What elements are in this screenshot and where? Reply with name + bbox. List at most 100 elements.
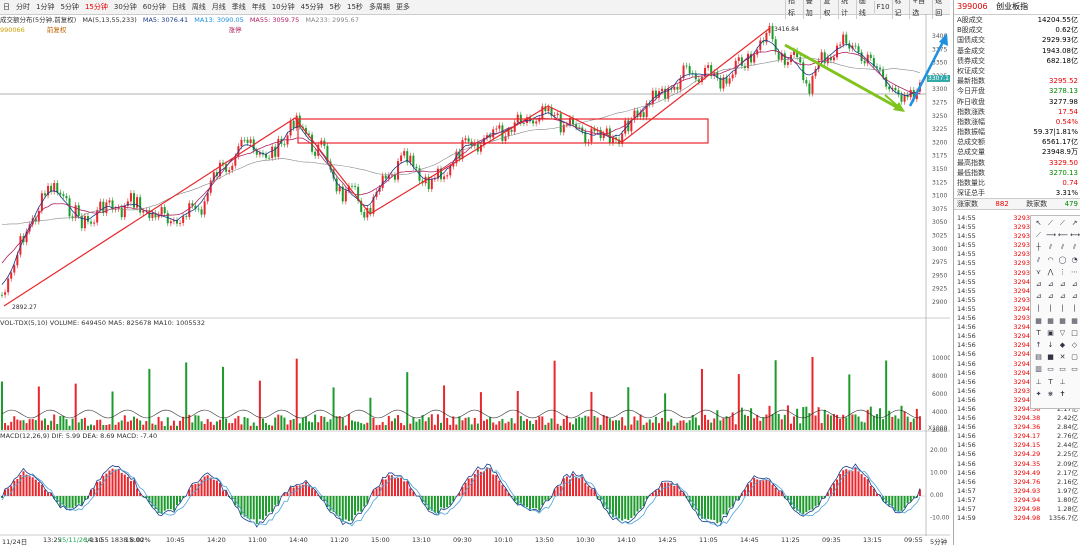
draw-tool-icon[interactable]: ⟶ [1046,231,1055,240]
draw-tool-icon[interactable]: ✕ [1058,353,1067,362]
price-candle [151,213,153,218]
macd-bar [664,483,666,496]
draw-tool-icon[interactable]: ⊿ [1034,280,1043,289]
draw-tool-icon[interactable]: ⋇ [1046,390,1055,399]
macd-bar [69,496,71,508]
draw-tool-icon[interactable]: ⟋ [1034,231,1043,240]
draw-tool-icon[interactable]: ◆ [1058,341,1067,350]
draw-tool-icon[interactable]: ◯ [1058,256,1067,265]
macd-bar [219,483,221,496]
draw-tool-icon[interactable]: ↖ [1034,219,1043,228]
draw-tool-icon[interactable]: ⊿ [1070,280,1079,289]
draw-tool-icon[interactable]: ◠ [1046,256,1055,265]
price-tick-label: 3050 [932,219,947,226]
draw-tool-icon[interactable]: ⋀ [1046,268,1055,277]
draw-tool-icon[interactable]: | [1046,304,1055,313]
draw-tool-icon[interactable]: ⟋ [1046,219,1055,228]
draw-tool-icon[interactable]: ◇ [1070,341,1079,350]
macd-bar [47,493,49,496]
volume-bar [102,425,104,430]
volume-bar [84,418,86,430]
volume-bar [667,422,669,430]
volume-bar [594,416,596,430]
draw-tool-icon[interactable]: ↓ [1046,341,1055,350]
chart-canvas[interactable]: 3400337533503325330032753250322532003175… [0,0,950,545]
draw-tool-icon[interactable]: T [1034,329,1043,338]
draw-tool-icon[interactable]: ⊿ [1058,280,1067,289]
draw-tool-icon[interactable]: ▦ [1034,317,1043,326]
volume-tick-label: 6000 [932,391,947,398]
draw-tool-icon[interactable]: ↑ [1034,341,1043,350]
draw-tool-icon[interactable]: ⊥ [1058,378,1067,387]
price-candle [566,125,568,126]
macd-bar [78,496,80,504]
draw-tool-icon[interactable]: ■ [1046,353,1055,362]
tick-p: 3294.49 [999,469,1041,478]
draw-tool-icon[interactable]: ▭ [1070,365,1079,374]
price-candle [130,193,132,201]
macd-bar [130,481,132,496]
draw-tool-icon[interactable]: ▭ [1058,365,1067,374]
status-text-0: 25/11/26/ [58,536,89,544]
draw-tool-icon[interactable]: | [1034,304,1043,313]
draw-tool-icon[interactable]: ⋯ [1070,268,1079,277]
draw-tool-icon[interactable]: ⊿ [1070,292,1079,301]
draw-tool-icon[interactable]: ⟋ [1058,219,1067,228]
draw-tool-icon[interactable]: ▭ [1046,365,1055,374]
volume-bar [13,416,15,430]
draw-tool-icon[interactable]: ⫽ [1070,243,1079,252]
draw-tool-icon[interactable]: T [1046,378,1055,387]
draw-tool-icon[interactable]: ↗ [1070,219,1079,228]
draw-tool-icon[interactable]: | [1058,304,1067,313]
draw-tool-icon[interactable]: ┼ [1034,243,1043,252]
volume-bar [363,424,365,430]
draw-tool-icon[interactable]: ⋎ [1034,268,1043,277]
draw-tool-icon[interactable]: ▽ [1058,329,1067,338]
macd-bar [394,478,396,496]
draw-tool-icon[interactable]: ✦ [1034,390,1043,399]
draw-tool-icon[interactable]: ▤ [1034,353,1043,362]
volume-bar [815,416,817,430]
draw-tool-icon[interactable]: ▦ [1046,317,1055,326]
draw-tool-icon[interactable]: ◔ [1070,256,1079,265]
macd-bar [624,496,626,519]
draw-tool-icon[interactable]: ⊿ [1058,292,1067,301]
draw-tool-icon[interactable]: ⊿ [1046,280,1055,289]
draw-tool-icon[interactable]: ▦ [1058,317,1067,326]
quote-key: A股成交 [957,15,983,25]
draw-tool-icon[interactable]: ▢ [1070,353,1079,362]
volume-bar [864,422,866,430]
tick-t: 14:56 [957,323,999,332]
draw-tool-icon[interactable] [1070,390,1079,399]
price-tick-label: 3175 [932,153,947,160]
draw-tool-icon[interactable]: ⊿ [1046,292,1055,301]
volume-bar [372,418,374,430]
price-tick-label: 3025 [932,233,947,240]
macd-bar [207,475,209,496]
draw-tool-icon[interactable]: ⟷ [1070,231,1079,240]
draw-tool-icon[interactable]: ▣ [1046,329,1055,338]
draw-tool-icon[interactable]: ⫽ [1058,243,1067,252]
macd-bar [526,496,528,507]
draw-tool-icon[interactable]: ⟵ [1058,231,1067,240]
macd-bar [446,496,448,507]
draw-tool-icon[interactable]: ✝ [1058,390,1067,399]
draw-tool-icon[interactable]: □ [1070,329,1079,338]
price-candle [164,207,166,213]
draw-tool-icon[interactable]: ⊿ [1034,292,1043,301]
volume-bar [802,407,804,430]
draw-tool-icon[interactable]: ▥ [1034,365,1043,374]
draw-tool-icon[interactable]: ⫽ [1034,256,1043,265]
draw-tool-icon[interactable]: | [1070,304,1079,313]
draw-tool-icon[interactable] [1070,378,1079,387]
draw-tool-icon[interactable]: ⫽ [1046,243,1055,252]
index-name: 创业板指 [996,2,1028,11]
status-text-2: 8.02% [130,536,151,544]
volume-bar [151,424,153,430]
draw-tool-icon[interactable]: ⋮ [1058,268,1067,277]
draw-tool-icon[interactable]: ▦ [1070,317,1079,326]
volume-bar [640,415,642,430]
draw-tool-icon[interactable]: ⊥ [1034,378,1043,387]
